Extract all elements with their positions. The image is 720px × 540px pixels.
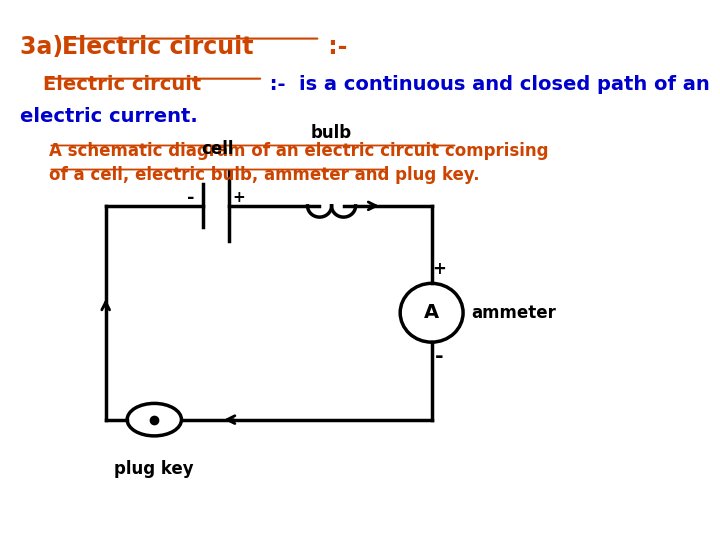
Text: A: A bbox=[424, 303, 439, 322]
Text: plug key: plug key bbox=[114, 460, 194, 478]
Text: +: + bbox=[233, 190, 246, 205]
Text: 3a): 3a) bbox=[20, 35, 71, 59]
Text: :-  is a continuous and closed path of an: :- is a continuous and closed path of an bbox=[263, 75, 710, 94]
Text: electric current.: electric current. bbox=[20, 107, 198, 126]
Text: :-: :- bbox=[320, 35, 348, 59]
Text: +: + bbox=[432, 260, 446, 278]
Text: Electric circuit: Electric circuit bbox=[62, 35, 253, 59]
Text: A schematic diagram of an electric circuit comprising: A schematic diagram of an electric circu… bbox=[48, 141, 548, 160]
Text: of a cell, electric bulb, ammeter and plug key.: of a cell, electric bulb, ammeter and pl… bbox=[48, 166, 479, 184]
Text: cell: cell bbox=[201, 140, 233, 158]
Text: ammeter: ammeter bbox=[472, 304, 557, 322]
Text: -: - bbox=[186, 189, 194, 207]
Text: -: - bbox=[435, 347, 444, 367]
Text: Electric circuit: Electric circuit bbox=[42, 75, 201, 94]
Text: bulb: bulb bbox=[311, 124, 352, 141]
